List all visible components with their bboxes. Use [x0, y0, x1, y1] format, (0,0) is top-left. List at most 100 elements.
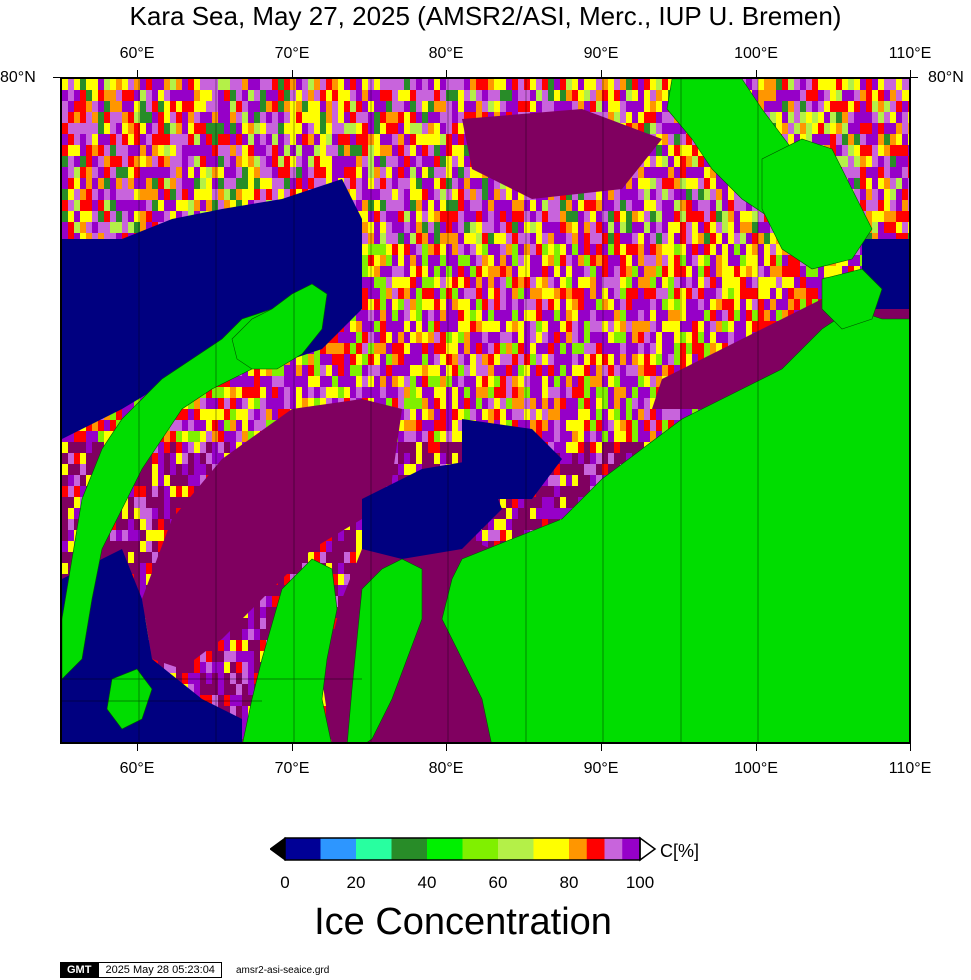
- ice-cell: [566, 299, 573, 311]
- ice-cell: [572, 244, 579, 256]
- ice-cell: [524, 211, 531, 223]
- ice-cell: [398, 90, 405, 102]
- ice-cell: [458, 167, 465, 179]
- ice-cell: [656, 376, 663, 388]
- ice-cell: [452, 90, 459, 102]
- ice-cell: [686, 156, 693, 168]
- ice-cell: [380, 90, 387, 102]
- ice-cell: [416, 409, 423, 421]
- ice-cell: [284, 376, 291, 388]
- ice-cell: [806, 79, 813, 91]
- ice-cell: [440, 310, 447, 322]
- ice-cell: [194, 453, 201, 465]
- ice-cell: [290, 376, 297, 388]
- ice-cell: [896, 134, 903, 146]
- ice-cell: [614, 431, 621, 443]
- ice-cell: [722, 277, 729, 289]
- ice-cell: [140, 200, 147, 212]
- ice-cell: [482, 321, 489, 333]
- ice-cell: [500, 211, 507, 223]
- ice-cell: [506, 332, 513, 344]
- ice-cell: [638, 321, 645, 333]
- ice-cell: [482, 376, 489, 388]
- ice-cell: [326, 112, 333, 124]
- ice-cell: [458, 145, 465, 157]
- ice-cell: [698, 343, 705, 355]
- ice-cell: [212, 112, 219, 124]
- ice-cell: [320, 79, 327, 91]
- ice-cell: [590, 398, 597, 410]
- ice-cell: [656, 101, 663, 113]
- ice-cell: [848, 79, 855, 91]
- ice-cell: [518, 255, 525, 267]
- ice-cell: [470, 321, 477, 333]
- ice-cell: [212, 200, 219, 212]
- ice-cell: [374, 178, 381, 190]
- ice-cell: [296, 365, 303, 377]
- ice-cell: [848, 167, 855, 179]
- ice-cell: [626, 233, 633, 245]
- ice-cell: [218, 145, 225, 157]
- ice-cell: [686, 145, 693, 157]
- ice-cell: [176, 101, 183, 113]
- ice-cell: [686, 178, 693, 190]
- ice-cell: [710, 233, 717, 245]
- ice-cell: [260, 365, 267, 377]
- ice-cell: [620, 112, 627, 124]
- ice-cell: [152, 90, 159, 102]
- ice-cell: [92, 145, 99, 157]
- ice-cell: [284, 134, 291, 146]
- ice-cell: [656, 354, 663, 366]
- ice-cell: [62, 90, 69, 102]
- ice-cell: [284, 112, 291, 124]
- ice-cell: [824, 134, 831, 146]
- ice-cell: [656, 299, 663, 311]
- ice-cell: [578, 409, 585, 421]
- ice-cell: [302, 156, 309, 168]
- ice-cell: [632, 365, 639, 377]
- ice-cell: [428, 365, 435, 377]
- ice-cell: [320, 101, 327, 113]
- ice-cell: [560, 332, 567, 344]
- ice-cell: [422, 244, 429, 256]
- ice-cell: [278, 79, 285, 91]
- ice-cell: [422, 398, 429, 410]
- ice-cell: [602, 431, 609, 443]
- ice-cell: [638, 431, 645, 443]
- ice-cell: [680, 167, 687, 179]
- ice-cell: [320, 134, 327, 146]
- ice-cell: [242, 178, 249, 190]
- frame-tick: [756, 70, 757, 77]
- ice-cell: [644, 211, 651, 223]
- ice-cell: [560, 288, 567, 300]
- ice-cell: [764, 266, 771, 278]
- ice-cell: [854, 167, 861, 179]
- ice-cell: [362, 134, 369, 146]
- ice-cell: [260, 145, 267, 157]
- ice-cell: [170, 156, 177, 168]
- ice-cell: [884, 90, 891, 102]
- ice-cell: [422, 101, 429, 113]
- ice-cell: [608, 189, 615, 201]
- ice-cell: [482, 244, 489, 256]
- ice-cell: [62, 442, 69, 454]
- ice-cell: [494, 365, 501, 377]
- ice-cell: [608, 310, 615, 322]
- ice-cell: [674, 145, 681, 157]
- ice-cell: [494, 398, 501, 410]
- ice-cell: [416, 420, 423, 432]
- ice-cell: [590, 90, 597, 102]
- ice-cell: [662, 365, 669, 377]
- ice-cell: [710, 310, 717, 322]
- ice-cell: [830, 266, 837, 278]
- ice-cell: [248, 387, 255, 399]
- ice-cell: [446, 266, 453, 278]
- ice-cell: [68, 189, 75, 201]
- ice-cell: [890, 112, 897, 124]
- ice-cell: [608, 299, 615, 311]
- ice-cell: [404, 332, 411, 344]
- ice-cell: [440, 156, 447, 168]
- ice-cell: [128, 112, 135, 124]
- ice-cell: [632, 167, 639, 179]
- ice-concentration-map: [60, 77, 911, 744]
